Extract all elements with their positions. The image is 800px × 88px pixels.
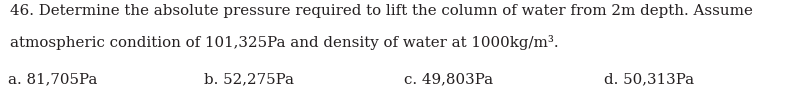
Text: c. 49,803Pa: c. 49,803Pa bbox=[404, 72, 493, 86]
Text: d. 50,313Pa: d. 50,313Pa bbox=[604, 72, 694, 86]
Text: atmospheric condition of 101,325Pa and density of water at 1000kg/m³.: atmospheric condition of 101,325Pa and d… bbox=[10, 35, 558, 50]
Text: a. 81,705Pa: a. 81,705Pa bbox=[8, 72, 98, 86]
Text: b. 52,275Pa: b. 52,275Pa bbox=[204, 72, 294, 86]
Text: 46. Determine the absolute pressure required to lift the column of water from 2m: 46. Determine the absolute pressure requ… bbox=[10, 4, 753, 18]
